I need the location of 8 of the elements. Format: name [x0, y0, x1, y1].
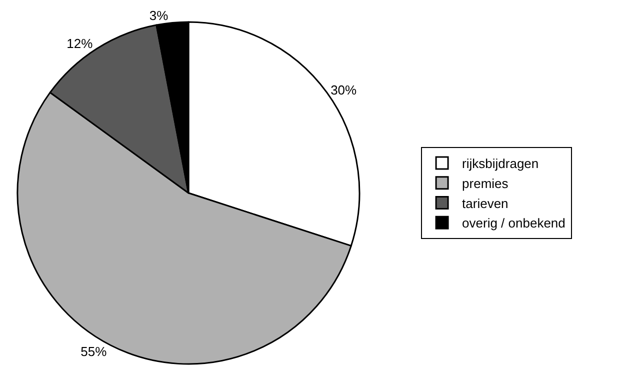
- data-label: 30%: [330, 82, 358, 98]
- legend-label: rijksbijdragen: [462, 156, 539, 172]
- legend-label: premies: [462, 176, 509, 191]
- legend-label: overig / onbekend: [462, 216, 566, 231]
- data-label: 12%: [66, 36, 94, 51]
- data-label: 3%: [149, 8, 169, 23]
- legend-label: tarieven: [462, 196, 508, 211]
- data-label: 55%: [80, 344, 108, 359]
